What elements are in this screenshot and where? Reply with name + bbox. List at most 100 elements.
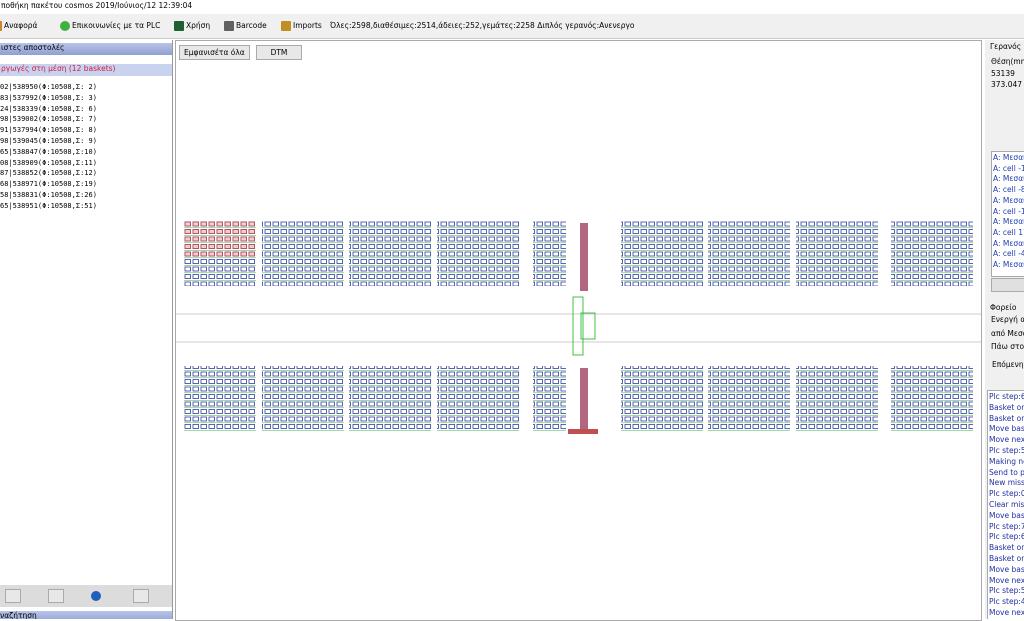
trolley-line: Επόμενη α [992, 360, 1024, 369]
log-row: Plc step:4 [989, 597, 1024, 607]
shipment-row[interactable]: 98|539002(Φ:10508,Σ: 7) [0, 115, 97, 124]
toolbar-button[interactable]: Barcode [236, 21, 267, 30]
rack-block [437, 221, 519, 286]
window-title: ποθήκη πακέτου cosmos 2019/Ιούνιος/12 12… [1, 1, 193, 10]
rack-block [708, 366, 790, 431]
log-row: Plc step:5 [989, 446, 1024, 455]
trolley-line: Ενεργή απ [991, 315, 1024, 324]
shipment-row[interactable]: 68|538971(Φ:10508,Σ:19) [0, 180, 97, 189]
log-row: Basket on [989, 402, 1024, 412]
show-all-button[interactable]: Εμφανισέτα όλα [179, 45, 250, 60]
shipment-row[interactable]: 24|538339(Φ:10508,Σ: 6) [0, 104, 97, 113]
toolbar-button[interactable]: Αναφορά [4, 21, 38, 30]
rack-block [621, 366, 703, 431]
log-row: Move next [989, 608, 1024, 617]
log-row: New missi [989, 478, 1024, 488]
log-row: Move next [989, 435, 1024, 445]
mission-row[interactable]: A: Μεσαί [993, 260, 1024, 269]
toolbar-button[interactable]: Χρήση [186, 21, 211, 30]
shipment-row[interactable]: 87|538852(Φ:10508,Σ:12) [0, 169, 97, 178]
log-row: Basket on [989, 543, 1024, 553]
list-controls [0, 585, 172, 607]
mission-row[interactable]: A: Μεσαί [993, 174, 1024, 184]
toolbar-button[interactable]: Imports [293, 21, 322, 30]
toolbar-button[interactable]: Επικοινωνίες με τα PLC [72, 21, 161, 30]
crane-mast [580, 368, 588, 434]
shipment-row[interactable]: 58|538831(Φ:10508,Σ:26) [0, 191, 97, 199]
up-first-button[interactable] [5, 589, 21, 603]
position-label: Θέση(mm) [991, 57, 1024, 66]
left-panel: ιστες αποστολές ργωγές στη μέση (12 bask… [0, 40, 173, 619]
status-text: Όλες:2598,διαθέσιμες:2514,άδειες:252,γεμ… [330, 21, 635, 30]
log-row: Send to pl [989, 467, 1024, 477]
rack-block [533, 366, 566, 431]
rack-block [796, 221, 878, 286]
shipment-row[interactable]: 65|538951(Φ:10508,Σ:51) [0, 201, 97, 210]
log-row: Basket on [989, 413, 1024, 423]
mission-row[interactable]: A: Μεσαί [993, 238, 1024, 248]
trolley [572, 296, 584, 356]
toolbar-icon [0, 21, 2, 31]
dtm-button[interactable]: DTM [256, 45, 302, 60]
mission-row[interactable]: A: cell -1 [993, 206, 1024, 216]
trolley-line: Πάω στον [991, 342, 1024, 351]
mission-row[interactable]: A: cell 11 [993, 227, 1024, 237]
mission-row[interactable]: A: Μεσαί [993, 195, 1024, 205]
log-row: Plc step:0 [989, 489, 1024, 499]
group-header[interactable]: ργωγές στη μέση (12 baskets) [0, 64, 172, 76]
log-row: Move bask [989, 424, 1024, 434]
info-button[interactable] [91, 591, 101, 601]
shipment-row[interactable]: 91|537994(Φ:10508,Σ: 8) [0, 126, 97, 135]
rack-block [437, 366, 519, 431]
log-row: Making ne [989, 456, 1024, 466]
crane-mast [580, 223, 588, 291]
log-row: Plc step:5 [989, 586, 1024, 596]
log-row: Plc step:6 [989, 392, 1024, 401]
toolbar-icon [224, 21, 234, 31]
log-row: Plc step:7 [989, 521, 1024, 531]
trolley-line: από Μεσαί [991, 329, 1024, 338]
toolbar-icon [174, 21, 184, 31]
rack-block [796, 366, 878, 431]
log-row: Basket on [989, 554, 1024, 563]
log-row: Move bask [989, 510, 1024, 520]
warehouse-view: Εμφανισέτα όλα DTM [175, 40, 982, 621]
log-row: Move bask [989, 564, 1024, 574]
mission-row[interactable]: A: Μεσαί [993, 217, 1024, 227]
log-row: Move next [989, 575, 1024, 585]
toolbar-icon [281, 21, 291, 31]
rack-block [262, 366, 344, 431]
log-row: Plc step:6 [989, 532, 1024, 542]
shipment-row[interactable]: 65|538847(Φ:10508,Σ:10) [0, 147, 97, 156]
rack-block [533, 221, 566, 286]
mission-row[interactable]: A: cell -1 [993, 163, 1024, 173]
rack-block [262, 221, 344, 286]
trolley-label: Φορείο [990, 303, 1017, 312]
shipment-row[interactable]: 83|537992(Φ:10508,Σ: 3) [0, 93, 97, 102]
search-header[interactable]: ναζήτηση [0, 611, 172, 619]
rack-block [891, 366, 973, 431]
trolley-arm [580, 312, 596, 340]
panel-header: ιστες αποστολές [0, 43, 172, 55]
right-panel: Γερανός Θέση(mm) 53139 373.047 A: ΜεσαίA… [985, 40, 1024, 619]
toolbar-icon [60, 21, 70, 31]
log-row: Clear miss [989, 500, 1024, 509]
crane-label: Γερανός [990, 42, 1022, 51]
warehouse-map [176, 221, 981, 434]
title-bar: ποθήκη πακέτου cosmos 2019/Ιούνιος/12 12… [0, 0, 1024, 13]
shipment-row[interactable]: 02|538950(Φ:10508,Σ: 2) [0, 83, 97, 91]
mission-row[interactable]: A: cell -4 [993, 249, 1024, 259]
shipment-row[interactable]: 08|538909(Φ:10508,Σ:11) [0, 158, 97, 167]
rack-block [349, 221, 431, 286]
position-value: 53139 [991, 69, 1015, 78]
close-button[interactable] [133, 589, 149, 603]
mission-row[interactable]: A: cell -8 [993, 185, 1024, 195]
mission-button[interactable] [991, 278, 1024, 292]
shipment-row[interactable]: 98|539045(Φ:10508,Σ: 9) [0, 137, 97, 145]
rack-block [621, 221, 703, 286]
rack-block [708, 221, 790, 286]
down-button[interactable] [48, 589, 64, 603]
mission-row[interactable]: A: Μεσαί [993, 153, 1024, 162]
